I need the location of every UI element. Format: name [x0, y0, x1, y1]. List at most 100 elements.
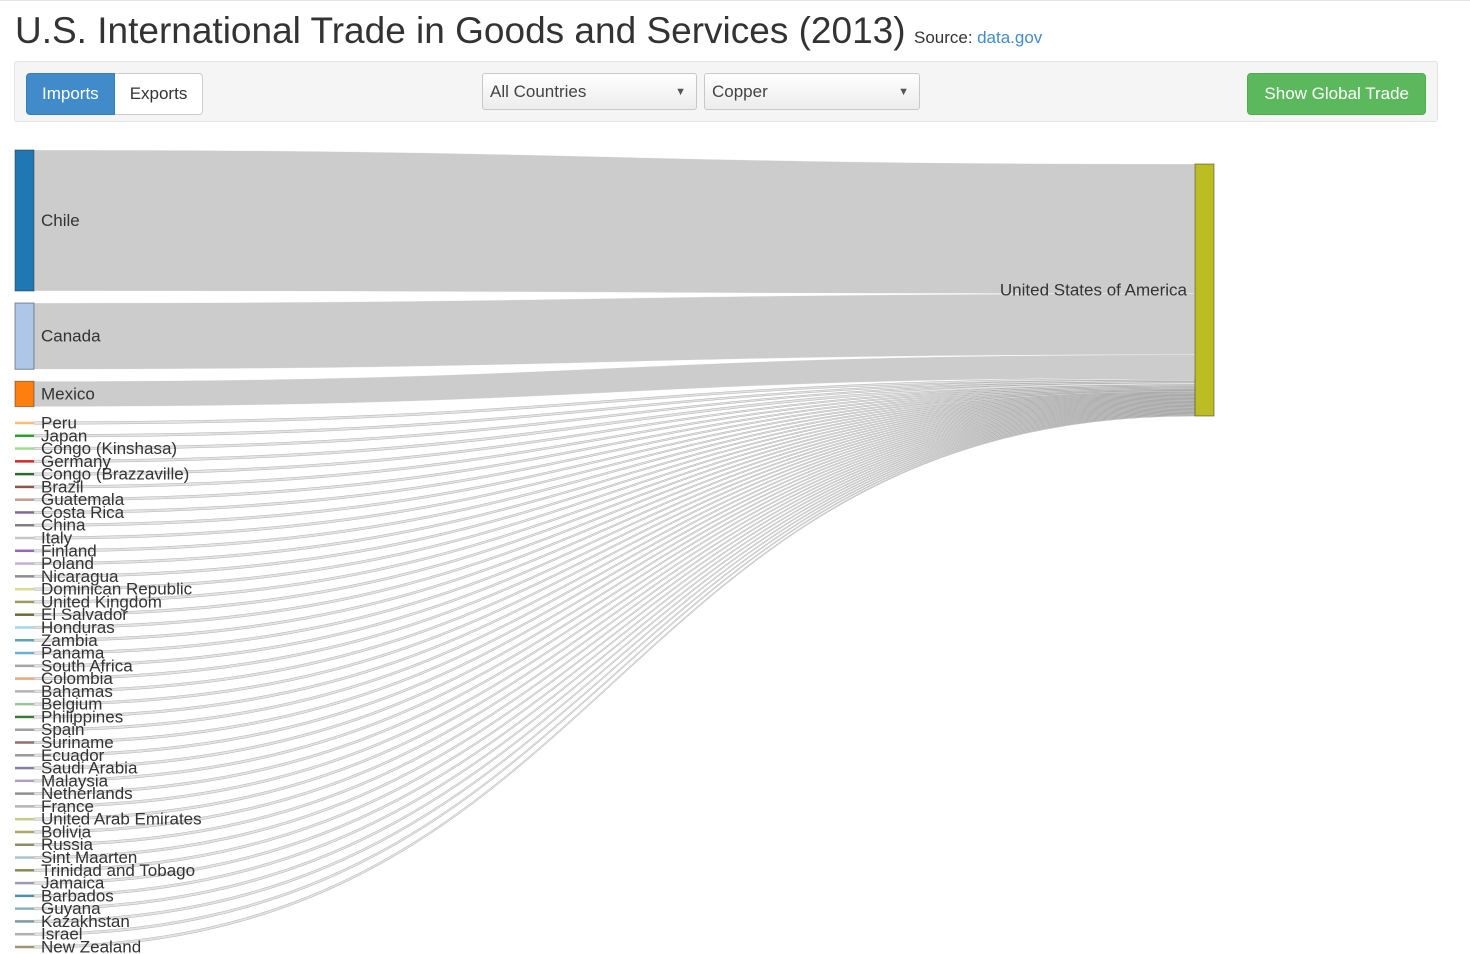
sankey-source-node[interactable] [15, 498, 34, 501]
sankey-source-label: Guyana [41, 899, 101, 918]
sankey-source-label: Japan [41, 426, 87, 445]
country-select[interactable]: All Countries ▼ [482, 73, 697, 110]
sankey-source-node[interactable] [15, 830, 34, 834]
sankey-source-node[interactable] [15, 728, 34, 731]
sankey-source-node[interactable] [15, 536, 34, 540]
sankey-source-node[interactable] [14, 149, 35, 292]
sankey-source-node[interactable] [15, 702, 34, 706]
sankey-source-node[interactable] [14, 302, 35, 370]
sankey-source-label: Italy [41, 529, 73, 548]
sankey-source-node[interactable] [15, 639, 34, 642]
source-label: Source: [914, 28, 973, 47]
sankey-link[interactable] [33, 149, 1196, 295]
sankey-links [33, 149, 1196, 949]
commodity-select-value: Copper [712, 81, 768, 101]
sankey-source-node[interactable] [15, 549, 34, 553]
show-global-trade-button[interactable]: Show Global Trade [1247, 73, 1426, 115]
sankey-link[interactable] [33, 407, 1196, 821]
sankey-source-node[interactable] [15, 932, 34, 936]
sankey-target-node[interactable] [1194, 163, 1215, 417]
sankey-source-node[interactable] [15, 881, 34, 885]
sankey-source-label: Israel [41, 925, 83, 944]
sankey-source-node[interactable] [15, 856, 34, 859]
sankey-source-label: Panama [41, 644, 105, 663]
sankey-source-node[interactable] [15, 843, 34, 846]
sankey-source-label: Congo (Kinshasa) [41, 439, 177, 458]
sankey-link[interactable] [33, 410, 1196, 872]
exports-button[interactable]: Exports [114, 73, 204, 115]
sankey-source-node[interactable] [15, 792, 34, 795]
sankey-source-label: Peru [41, 414, 77, 433]
sankey-link[interactable] [33, 398, 1196, 681]
sankey-source-node[interactable] [15, 523, 34, 527]
sankey-source-label: Germany [41, 452, 111, 471]
sankey-source-label: Finland [41, 541, 97, 560]
sankey-source-node[interactable] [15, 766, 34, 770]
sankey-source-label: Sint Maarten [41, 848, 137, 867]
sankey-source-label: New Zealand [41, 937, 141, 954]
dropdown-arrow-icon: ▼ [675, 86, 686, 98]
sankey-source-node[interactable] [15, 779, 34, 783]
sankey-source-label: Honduras [41, 618, 115, 637]
sankey-source-node[interactable] [15, 715, 34, 719]
sankey-source-node[interactable] [15, 613, 34, 616]
sankey-source-node[interactable] [15, 434, 34, 438]
sankey-source-node[interactable] [15, 805, 34, 808]
sankey-source-node[interactable] [15, 600, 34, 604]
sankey-link[interactable] [33, 401, 1196, 719]
sankey-source-node[interactable] [15, 741, 34, 744]
sankey-source-node[interactable] [15, 907, 34, 910]
sankey-source-label: United Arab Emirates [41, 810, 202, 829]
sankey-source-node[interactable] [15, 511, 34, 514]
sankey-source-label: Bahamas [41, 682, 113, 701]
sankey-source-node[interactable] [14, 380, 35, 408]
country-select-value: All Countries [490, 81, 587, 101]
sankey-link[interactable] [33, 412, 1196, 911]
sankey-source-label: Jamaica [41, 874, 105, 893]
sankey-link[interactable] [33, 414, 1196, 936]
sankey-source-label: Philippines [41, 707, 123, 726]
sankey-source-label: France [41, 797, 94, 816]
sankey-source-label: Brazil [41, 477, 84, 496]
sankey-source-node[interactable] [15, 651, 34, 655]
sankey-source-node[interactable] [15, 587, 34, 591]
sankey-source-node[interactable] [15, 869, 34, 872]
commodity-select[interactable]: Copper ▼ [704, 73, 920, 110]
sankey-source-node[interactable] [15, 817, 34, 821]
sankey-source-node[interactable] [15, 894, 34, 898]
sankey-source-label: Guatemala [41, 490, 125, 509]
sankey-source-label: Nicaragua [41, 567, 119, 586]
sankey-source-node[interactable] [15, 945, 34, 949]
sankey-source-label: Canada [41, 327, 101, 346]
sankey-source-label: Spain [41, 720, 84, 739]
sankey-source-label: Congo (Brazzaville) [41, 465, 189, 484]
sankey-source-node[interactable] [15, 447, 34, 450]
sankey-source-node[interactable] [15, 677, 34, 680]
sankey-source-node[interactable] [15, 920, 34, 923]
sankey-source-label: Ecuador [41, 746, 105, 765]
sankey-source-node[interactable] [15, 754, 34, 757]
sankey-source-label: Bolivia [41, 822, 92, 841]
sankey-source-node[interactable] [15, 472, 34, 476]
sankey-source-label: Kazakhstan [41, 912, 130, 931]
imports-button[interactable]: Imports [26, 73, 115, 115]
source-link[interactable]: data.gov [977, 28, 1043, 47]
dropdown-arrow-icon: ▼ [898, 86, 909, 98]
sankey-source-label: Suriname [41, 733, 114, 752]
sankey-source-node[interactable] [15, 421, 34, 425]
sankey-source-node[interactable] [15, 485, 34, 489]
sankey-source-node[interactable] [15, 575, 34, 578]
sankey-source-node[interactable] [15, 664, 34, 668]
sankey-source-label: China [41, 516, 86, 535]
sankey-source-label: Malaysia [41, 771, 109, 790]
page-title: U.S. International Trade in Goods and Se… [15, 10, 906, 51]
top-border [0, 0, 1470, 1]
sankey-source-node[interactable] [15, 460, 34, 463]
sankey-source-node[interactable] [15, 562, 34, 565]
sankey-source-node[interactable] [15, 690, 34, 693]
sankey-source-label: El Salvador [41, 605, 128, 624]
sankey-source-node[interactable] [15, 626, 34, 629]
sankey-source-label: Russia [41, 835, 94, 854]
